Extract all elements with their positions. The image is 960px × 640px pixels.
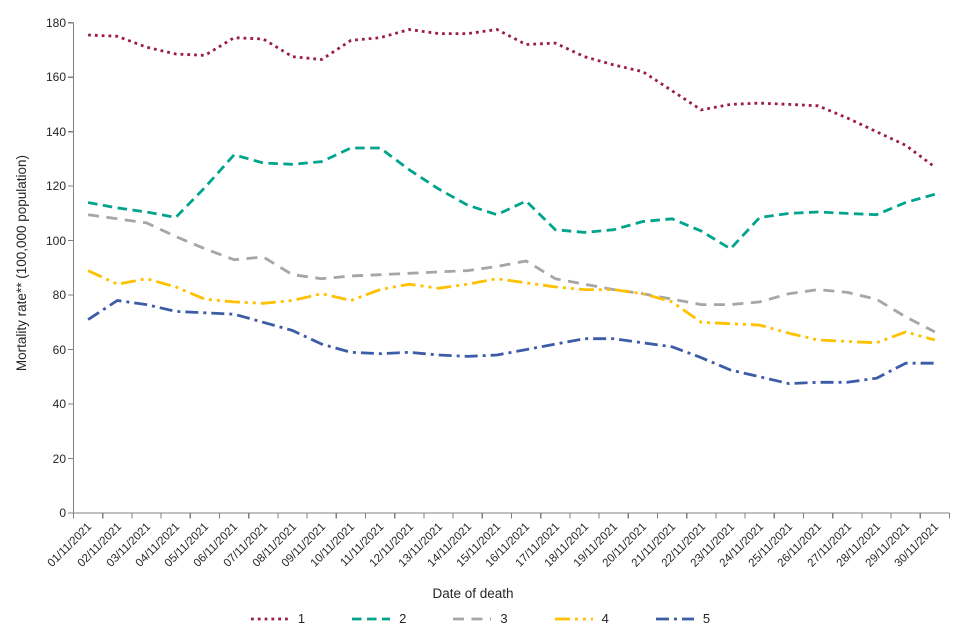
x-axis-title: Date of death <box>432 586 514 601</box>
legend-item-label: 1 <box>297 611 306 626</box>
series-line-1 <box>88 28 936 169</box>
legend-item-4: 4 <box>554 611 609 626</box>
axis-lines <box>72 22 950 514</box>
series-line-3 <box>87 213 936 334</box>
legend-item-label: 3 <box>500 611 508 626</box>
y-tick-label: 0 <box>59 506 66 520</box>
series-line-4 <box>87 269 936 345</box>
y-axis-title: Mortality rate** (100,000 population) <box>14 154 29 372</box>
y-tick-label: 60 <box>52 342 66 357</box>
y-tick-label: 140 <box>45 124 66 139</box>
y-tick-label: 180 <box>45 15 66 30</box>
legend-item-2: 2 <box>351 611 406 626</box>
x-axis-ticks <box>72 513 951 519</box>
legend-key-icon <box>352 617 391 620</box>
legend-item-3: 3 <box>452 611 508 626</box>
y-tick-label: 160 <box>45 70 66 85</box>
y-axis-ticks <box>68 22 74 514</box>
legend-key-icon <box>453 617 492 620</box>
y-tick-label: 120 <box>45 179 66 194</box>
y-tick-label: 20 <box>52 451 66 466</box>
legend-key-icon <box>250 617 289 620</box>
legend-item-1: 1 <box>250 611 305 626</box>
y-tick-label: 80 <box>52 288 66 303</box>
legend-key-icon <box>655 617 694 620</box>
series-line-5 <box>87 299 935 386</box>
legend-key-icon <box>554 617 593 620</box>
y-tick-label: 40 <box>52 397 66 412</box>
series-line-2 <box>87 146 936 251</box>
legend-item-label: 5 <box>702 611 711 626</box>
legend: 1 2 3 4 5 <box>0 611 960 626</box>
legend-item-5: 5 <box>655 611 710 626</box>
y-tick-label: 100 <box>45 233 66 248</box>
legend-item-label: 4 <box>601 611 609 626</box>
legend-item-label: 2 <box>399 611 407 626</box>
